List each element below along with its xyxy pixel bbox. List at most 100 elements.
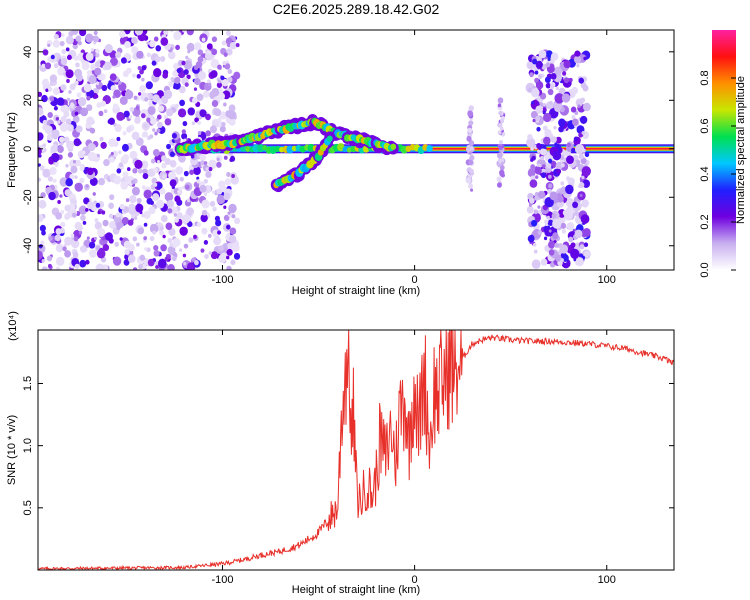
band-blob <box>542 110 546 115</box>
scatter-blob <box>80 107 89 117</box>
scatter-blob <box>152 94 160 103</box>
scatter-blob <box>122 131 127 136</box>
band-blob <box>572 201 579 209</box>
scatter-blob <box>42 124 48 131</box>
scatter-blob <box>223 155 228 160</box>
scatter-blob <box>228 203 237 214</box>
scatter-blob <box>82 220 87 225</box>
band-blob <box>532 242 537 247</box>
scatter-blob <box>217 230 222 235</box>
scatter-blob <box>120 181 129 190</box>
snr-series-line <box>38 330 674 570</box>
scatter-blob <box>94 61 101 68</box>
scatter-blob <box>123 240 131 249</box>
scatter-blob <box>186 198 191 203</box>
scatter-blob <box>203 240 209 245</box>
scatter-blob <box>145 81 153 90</box>
scatter-blob <box>176 67 182 74</box>
band-blob <box>559 244 569 254</box>
scatter-blob <box>42 119 48 125</box>
y-tick-label: 0.5 <box>22 500 34 515</box>
scatter-blob <box>161 174 167 179</box>
scatter-blob <box>166 108 174 117</box>
band-blob <box>571 147 576 153</box>
scatter-blob <box>89 177 98 186</box>
scatter-blob <box>196 222 201 227</box>
scatter-blob <box>141 263 147 270</box>
scatter-blob <box>136 74 141 79</box>
band-blob <box>537 74 543 79</box>
band-blob <box>578 203 583 208</box>
scatter-blob <box>182 120 188 127</box>
band-blob <box>529 179 538 188</box>
scatter-blob <box>235 43 240 48</box>
x-tick-label: 0 <box>412 574 418 586</box>
scatter-blob <box>57 145 64 153</box>
scatter-blob <box>166 199 175 208</box>
scatter-blob <box>154 154 163 164</box>
scatter-blob <box>53 63 59 69</box>
spectrogram-panel: -100 0 100 -40 -20 0 20 40 Height of straight … <box>6 29 675 297</box>
y-tick-label: 40 <box>22 46 34 58</box>
scatter-blob <box>159 226 164 231</box>
band-blob <box>531 100 535 105</box>
band-blob <box>581 199 589 208</box>
band-blob <box>543 136 551 145</box>
band-blob <box>468 105 474 112</box>
x-tick-label: 100 <box>598 574 616 586</box>
scatter-blob <box>63 136 70 143</box>
scatter-blob <box>186 74 191 80</box>
band-blob <box>527 133 533 140</box>
band-blob <box>556 168 562 175</box>
scatter-blob <box>100 100 107 107</box>
scatter-blob <box>40 192 46 199</box>
scatter-blob <box>73 138 81 147</box>
scatter-blob <box>101 210 106 215</box>
band-blob <box>582 227 591 237</box>
band-blob <box>547 57 551 61</box>
band-blob <box>571 86 579 95</box>
scatter-blob <box>218 245 224 252</box>
scatter-blob <box>156 128 161 133</box>
scatter-blob <box>204 51 214 61</box>
band-blob <box>534 70 539 75</box>
x-tick-label: -100 <box>211 574 233 586</box>
scatter-blob <box>150 158 156 164</box>
band-blob <box>553 66 563 76</box>
scatter-blob <box>211 36 218 43</box>
band-blob <box>579 244 585 250</box>
scatter-blob <box>210 70 218 78</box>
scatter-blob <box>215 219 222 227</box>
scatter-blob <box>182 253 187 258</box>
scatter-blob <box>223 192 231 201</box>
scatter-blob <box>105 232 113 241</box>
scatter-blob <box>194 117 199 123</box>
scatter-blob <box>221 40 227 46</box>
scatter-blob <box>153 68 162 78</box>
scatter-blob <box>74 68 83 78</box>
scatter-blob <box>153 245 159 251</box>
band-blob <box>530 158 534 162</box>
scatter-blob <box>199 154 206 162</box>
scatter-blob <box>119 237 123 241</box>
scatter-blob <box>193 234 197 239</box>
scatter-blob <box>226 248 233 256</box>
scatter-blob <box>130 179 135 185</box>
scatter-blob <box>112 103 119 110</box>
scatter-blob <box>189 169 195 175</box>
scatter-blob <box>197 56 204 63</box>
scatter-blob <box>141 77 145 82</box>
scatter-blob <box>200 214 208 223</box>
snr-x-ticks: -100 0 100 <box>211 330 616 586</box>
band-blob <box>548 229 552 233</box>
band-blob <box>528 203 533 207</box>
scatter-blob <box>53 106 58 111</box>
band-blob <box>467 127 473 133</box>
snr-frame <box>37 329 675 571</box>
scatter-blob <box>161 162 167 169</box>
band-blob <box>579 115 588 124</box>
scatter-blob <box>95 245 100 251</box>
scatter-blob <box>196 93 204 101</box>
scatter-blob <box>120 57 127 64</box>
band-blob <box>539 155 545 161</box>
